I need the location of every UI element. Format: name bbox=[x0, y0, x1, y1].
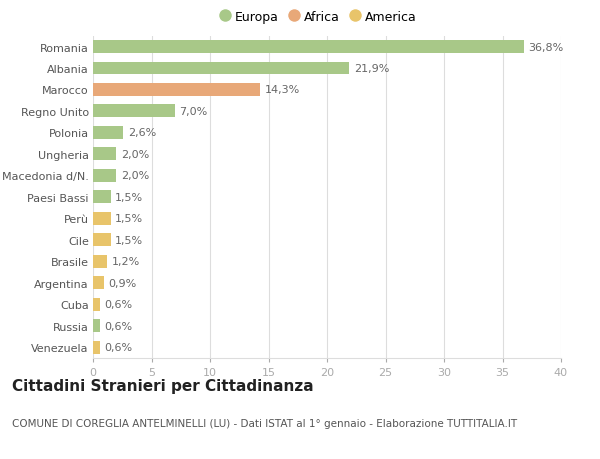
Text: 2,0%: 2,0% bbox=[121, 150, 149, 160]
Text: 1,2%: 1,2% bbox=[112, 257, 140, 267]
Bar bbox=[93, 191, 110, 204]
Bar bbox=[93, 319, 100, 332]
Bar bbox=[93, 277, 104, 290]
Legend: Europa, Africa, America: Europa, Africa, America bbox=[215, 6, 421, 29]
Text: 0,6%: 0,6% bbox=[105, 321, 133, 331]
Text: 1,5%: 1,5% bbox=[115, 235, 143, 245]
Text: 2,0%: 2,0% bbox=[121, 171, 149, 181]
Bar bbox=[93, 255, 107, 268]
Text: 0,9%: 0,9% bbox=[108, 278, 136, 288]
Bar bbox=[93, 127, 124, 140]
Text: 14,3%: 14,3% bbox=[265, 85, 300, 95]
Bar bbox=[93, 62, 349, 75]
Text: COMUNE DI COREGLIA ANTELMINELLI (LU) - Dati ISTAT al 1° gennaio - Elaborazione T: COMUNE DI COREGLIA ANTELMINELLI (LU) - D… bbox=[12, 418, 517, 428]
Bar bbox=[93, 341, 100, 354]
Bar bbox=[93, 298, 100, 311]
Text: 1,5%: 1,5% bbox=[115, 214, 143, 224]
Text: 0,6%: 0,6% bbox=[105, 299, 133, 309]
Text: 1,5%: 1,5% bbox=[115, 192, 143, 202]
Bar bbox=[93, 84, 260, 97]
Text: 2,6%: 2,6% bbox=[128, 128, 157, 138]
Bar bbox=[93, 234, 110, 246]
Bar bbox=[93, 148, 116, 161]
Bar bbox=[93, 169, 116, 182]
Text: 36,8%: 36,8% bbox=[528, 42, 563, 52]
Bar bbox=[93, 213, 110, 225]
Bar bbox=[93, 41, 524, 54]
Text: 7,0%: 7,0% bbox=[179, 106, 208, 117]
Text: 0,6%: 0,6% bbox=[105, 342, 133, 353]
Text: 21,9%: 21,9% bbox=[354, 64, 389, 74]
Bar bbox=[93, 105, 175, 118]
Text: Cittadini Stranieri per Cittadinanza: Cittadini Stranieri per Cittadinanza bbox=[12, 379, 314, 394]
